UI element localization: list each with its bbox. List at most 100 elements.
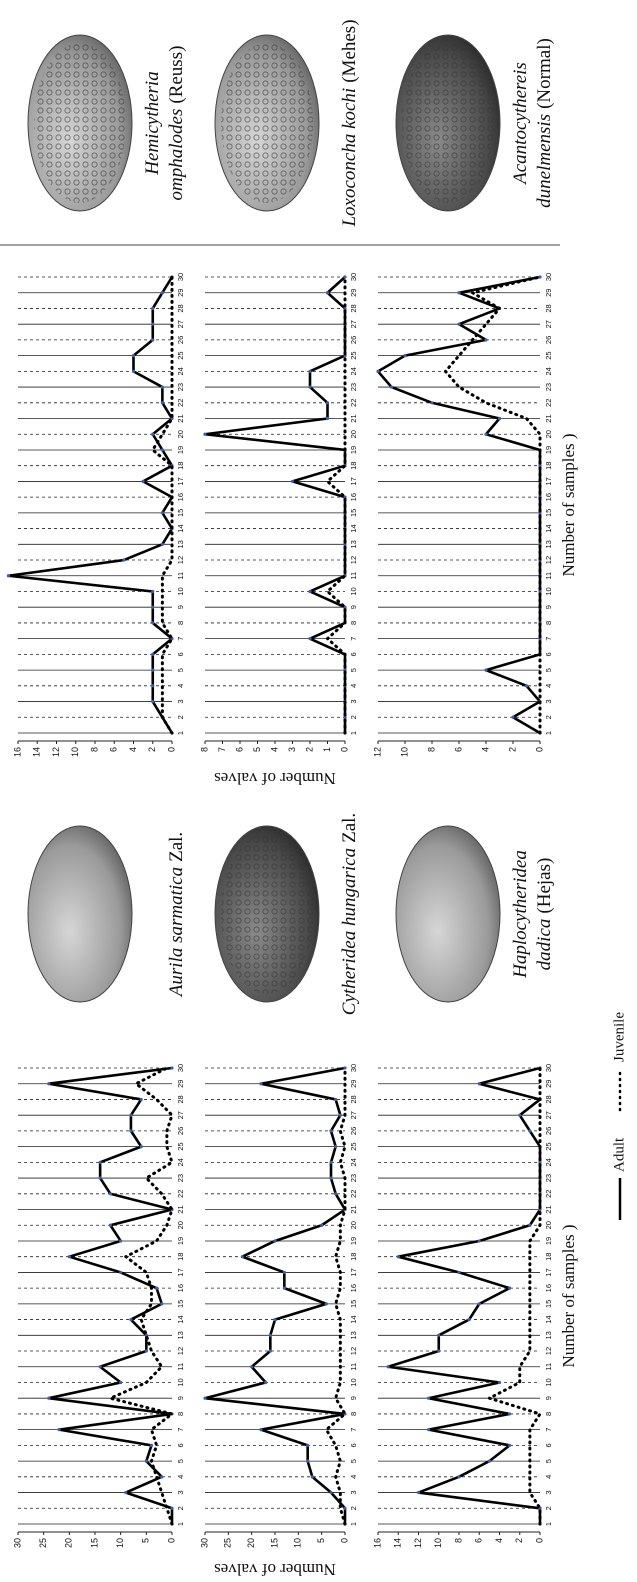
point — [139, 1097, 143, 1102]
x-tick-label: 26 — [349, 1127, 358, 1135]
y-tick-label: 2 — [147, 747, 157, 752]
x-tick-label: 14 — [544, 1315, 553, 1323]
point — [484, 432, 488, 436]
y-tick-label: 8 — [199, 747, 209, 752]
point — [511, 715, 515, 719]
y-tick-label: 4 — [480, 747, 490, 752]
x-tick-label: 25 — [176, 351, 185, 359]
series-line — [7, 276, 174, 734]
point — [497, 1380, 502, 1385]
x-tick-label: 26 — [544, 1127, 553, 1135]
point — [430, 401, 434, 405]
point — [308, 369, 312, 373]
species-label-part: dadica — [534, 919, 555, 971]
point — [457, 1270, 461, 1275]
point — [131, 369, 136, 373]
y-tick-label: 30 — [12, 1538, 22, 1548]
x-tick-label: 21 — [176, 414, 185, 422]
species-label-part: (Reuss) — [166, 46, 187, 104]
x-tick-label: 8 — [349, 621, 358, 625]
point — [160, 291, 164, 295]
x-tick-label: 7 — [349, 1428, 358, 1432]
y-tick-label: 6 — [474, 1538, 484, 1543]
x-tick-label: 1 — [544, 1522, 553, 1526]
x-tick-label: 27 — [349, 1111, 358, 1119]
x-tick-label: 4 — [544, 684, 553, 688]
x-tick-label: 30 — [176, 273, 185, 281]
legend-label: Adult — [611, 1137, 627, 1172]
point — [508, 1412, 512, 1416]
x-tick-label: 12 — [176, 556, 185, 564]
x-tick-label: 21 — [349, 414, 358, 422]
point — [129, 1317, 133, 1322]
point — [151, 652, 155, 656]
y-tick-label: 6 — [453, 747, 463, 752]
y-tick-label: 12 — [372, 747, 382, 757]
point — [151, 684, 155, 688]
x-tick-label: 24 — [544, 367, 553, 375]
chart: 1234567891011121314151617181920212223242… — [199, 19, 360, 788]
x-tick-label: 23 — [349, 1174, 358, 1182]
point — [57, 1428, 61, 1432]
point — [343, 306, 347, 311]
x-tick-label: 25 — [544, 1142, 553, 1150]
series-line — [326, 275, 347, 735]
point — [139, 1145, 143, 1149]
x-tick-label: 19 — [176, 1237, 185, 1245]
y-tick-label: 5 — [252, 747, 262, 752]
point — [151, 306, 155, 311]
x-tick-label: 20 — [349, 1221, 358, 1229]
x-tick-label: 22 — [349, 399, 358, 407]
x-tick-label: 30 — [544, 1064, 553, 1072]
x-tick-label: 21 — [544, 414, 553, 422]
species-label-part: Loxoconcha kochi — [339, 88, 360, 228]
point — [160, 1475, 164, 1479]
x-tick-label: 12 — [544, 556, 553, 564]
specimen-texture — [34, 43, 126, 203]
point — [108, 1192, 113, 1196]
point — [259, 1428, 263, 1432]
point — [290, 479, 295, 484]
x-tick-label: 23 — [176, 1174, 185, 1182]
point — [396, 1255, 400, 1259]
series-line — [376, 275, 542, 735]
y-tick-label: 10 — [293, 1538, 303, 1548]
point — [131, 354, 136, 358]
x-tick-label: 5 — [544, 1459, 553, 1463]
y-tick-label: 12 — [413, 1538, 423, 1548]
point — [98, 1176, 102, 1180]
species-label: Loxoconcha kochi (Mehes) — [339, 19, 360, 227]
y-tick-label: 10 — [433, 1538, 443, 1548]
specimen-texture — [402, 43, 494, 203]
point — [151, 621, 155, 625]
point — [151, 432, 155, 436]
x-tick-label: 6 — [176, 652, 185, 656]
x-tick-label: 9 — [349, 605, 358, 609]
x-tick-label: 9 — [176, 1396, 185, 1400]
point — [151, 668, 155, 672]
x-tick-label: 9 — [544, 605, 553, 609]
x-tick-label: 18 — [176, 1253, 185, 1261]
point — [124, 1490, 128, 1495]
y-tick-label: 8 — [453, 1538, 463, 1543]
x-tick-label: 14 — [349, 524, 358, 532]
point — [151, 589, 155, 594]
point — [129, 1113, 133, 1117]
species-label-part: omphalodes — [166, 109, 187, 201]
point — [160, 448, 164, 452]
x-tick-label: 20 — [176, 1221, 185, 1229]
x-tick-label: 26 — [176, 1127, 185, 1135]
x-tick-label: 8 — [544, 1412, 553, 1416]
species-label: omphalodes (Reuss) — [166, 46, 187, 201]
point — [141, 479, 145, 484]
y-tick-label: 30 — [199, 1538, 209, 1548]
x-tick-label: 24 — [544, 1158, 553, 1166]
x-tick-label: 2 — [544, 1506, 553, 1510]
point — [524, 684, 529, 688]
x-tick-label: 28 — [176, 1095, 185, 1103]
y-tick-label: 14 — [393, 1538, 403, 1548]
x-tick-label: 24 — [349, 367, 358, 375]
x-axis-title: Number of samples ) — [559, 1224, 578, 1367]
point — [457, 1475, 461, 1479]
point — [306, 1459, 310, 1463]
